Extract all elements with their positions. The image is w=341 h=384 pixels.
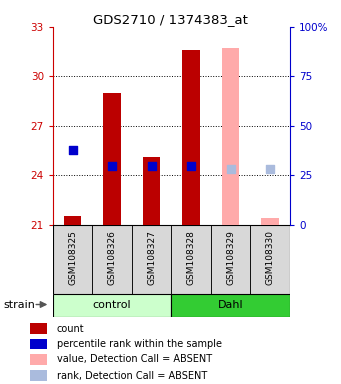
Text: GSM108328: GSM108328 bbox=[187, 230, 196, 285]
Point bbox=[267, 166, 273, 172]
Bar bbox=[30, 339, 47, 349]
Bar bbox=[53, 225, 92, 294]
Bar bbox=[30, 323, 47, 334]
Point bbox=[188, 163, 194, 169]
Bar bbox=[103, 93, 121, 225]
Text: GSM108329: GSM108329 bbox=[226, 230, 235, 285]
Text: GSM108325: GSM108325 bbox=[68, 230, 77, 285]
Text: Dahl: Dahl bbox=[218, 300, 243, 310]
Text: GSM108327: GSM108327 bbox=[147, 230, 156, 285]
Point bbox=[109, 163, 115, 169]
Bar bbox=[64, 215, 81, 225]
Point bbox=[228, 166, 233, 172]
Text: percentile rank within the sample: percentile rank within the sample bbox=[57, 339, 222, 349]
Bar bbox=[30, 370, 47, 381]
Text: GSM108330: GSM108330 bbox=[266, 230, 275, 285]
Text: control: control bbox=[93, 300, 131, 310]
Text: GSM108326: GSM108326 bbox=[108, 230, 117, 285]
Bar bbox=[171, 225, 211, 294]
Point bbox=[149, 163, 154, 169]
Bar bbox=[132, 225, 171, 294]
Text: GDS2710 / 1374383_at: GDS2710 / 1374383_at bbox=[93, 13, 248, 26]
Bar bbox=[261, 218, 279, 225]
Bar bbox=[53, 294, 171, 317]
Bar bbox=[182, 50, 200, 225]
Bar bbox=[92, 225, 132, 294]
Text: rank, Detection Call = ABSENT: rank, Detection Call = ABSENT bbox=[57, 371, 207, 381]
Bar bbox=[143, 157, 161, 225]
Bar bbox=[222, 48, 239, 225]
Bar bbox=[211, 225, 250, 294]
Bar bbox=[30, 354, 47, 365]
Bar bbox=[171, 294, 290, 317]
Text: strain: strain bbox=[3, 300, 35, 310]
Point bbox=[70, 147, 75, 154]
Text: value, Detection Call = ABSENT: value, Detection Call = ABSENT bbox=[57, 354, 212, 364]
Text: count: count bbox=[57, 324, 84, 334]
Bar bbox=[250, 225, 290, 294]
